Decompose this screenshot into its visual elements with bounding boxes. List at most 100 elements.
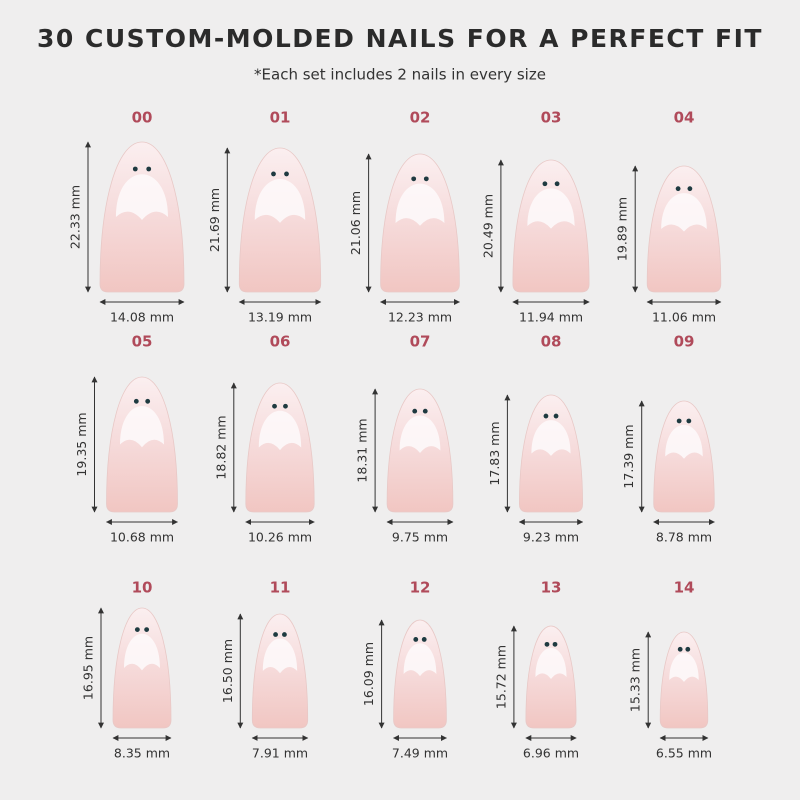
height-label: 19.35 mm — [74, 412, 89, 476]
size-label: 07 — [410, 333, 431, 351]
nail-item: 11 16.50 mm 7.91 mm — [220, 579, 309, 761]
size-label: 14 — [674, 579, 695, 597]
nail-item: 04 19.89 mm 11.06 mm — [615, 109, 722, 325]
width-label: 9.23 mm — [523, 530, 579, 545]
size-label: 09 — [674, 333, 695, 351]
ghost-eye — [685, 646, 691, 652]
width-label: 7.49 mm — [392, 746, 448, 761]
height-label: 16.09 mm — [361, 642, 376, 706]
width-label: 11.06 mm — [652, 310, 716, 325]
ghost-eye — [544, 641, 550, 647]
ghost-eye — [553, 413, 559, 419]
height-label: 15.72 mm — [493, 645, 508, 709]
ghost-eye — [271, 171, 276, 177]
width-label: 10.26 mm — [248, 530, 312, 545]
width-label: 10.68 mm — [110, 530, 174, 545]
nail-item: 13 15.72 mm 6.96 mm — [493, 579, 579, 761]
ghost-eye — [686, 418, 692, 424]
nail-item: 00 22.33 mm 14.08 mm — [68, 109, 185, 325]
height-label: 21.06 mm — [348, 191, 363, 255]
width-label: 9.75 mm — [392, 530, 448, 545]
nail-item: 14 15.33 mm 6.55 mm — [628, 579, 712, 761]
size-label: 08 — [541, 333, 562, 351]
ghost — [124, 633, 160, 671]
ghost-eye — [687, 186, 693, 192]
title: 30 CUSTOM-MOLDED NAILS FOR A PERFECT FIT — [37, 24, 763, 53]
nail-item: 10 16.95 mm 8.35 mm — [81, 579, 172, 761]
size-label: 00 — [132, 109, 153, 127]
ghost-eye — [134, 627, 140, 632]
size-label: 12 — [410, 579, 431, 597]
ghost-eye — [421, 637, 427, 642]
size-label: 04 — [674, 109, 695, 127]
width-label: 7.91 mm — [252, 746, 308, 761]
ghost — [262, 638, 298, 674]
height-label: 22.33 mm — [68, 185, 83, 249]
width-label: 14.08 mm — [110, 310, 174, 325]
size-label: 02 — [410, 109, 431, 127]
height-label: 18.31 mm — [355, 418, 370, 482]
ghost-eye — [554, 181, 560, 187]
ghost-eye — [144, 627, 150, 632]
nail-item: 12 16.09 mm 7.49 mm — [361, 579, 448, 761]
nail-item: 09 17.39 mm 8.78 mm — [621, 333, 715, 545]
size-label: 06 — [270, 333, 291, 351]
ghost-eye — [411, 176, 417, 182]
nail-item: 02 21.06 mm 12.23 mm — [348, 109, 460, 325]
width-label: 6.55 mm — [656, 746, 712, 761]
ghost-eye — [543, 413, 549, 419]
ghost-eye — [412, 408, 418, 414]
ghost-eye — [413, 637, 419, 642]
ghost — [527, 188, 575, 229]
ghost-eye — [273, 632, 278, 637]
width-label: 11.94 mm — [519, 310, 583, 325]
width-label: 8.78 mm — [656, 530, 712, 545]
subtitle: *Each set includes 2 nails in every size — [254, 66, 546, 84]
ghost-eye — [422, 408, 428, 414]
ghost — [395, 183, 445, 226]
ghost-eye — [283, 403, 288, 409]
ghost — [119, 406, 165, 448]
ghost-eye — [423, 176, 429, 182]
height-label: 16.95 mm — [81, 636, 96, 700]
size-label: 01 — [270, 109, 291, 127]
nail-item: 07 18.31 mm 9.75 mm — [355, 333, 454, 545]
ghost-eye — [133, 398, 139, 404]
height-label: 18.82 mm — [213, 415, 228, 479]
ghost — [531, 420, 571, 456]
size-label: 03 — [541, 109, 562, 127]
size-label: 10 — [132, 579, 153, 597]
width-label: 6.96 mm — [523, 746, 579, 761]
nail-item: 08 17.83 mm 9.23 mm — [487, 333, 584, 545]
ghost — [661, 193, 707, 232]
height-label: 16.50 mm — [220, 639, 235, 703]
size-label: 05 — [132, 333, 153, 351]
height-label: 17.39 mm — [621, 424, 636, 488]
ghost-eye — [676, 418, 682, 424]
ghost — [669, 652, 699, 682]
nail-item: 01 21.69 mm 13.19 mm — [207, 109, 322, 325]
ghost — [254, 178, 306, 223]
height-label: 15.33 mm — [628, 648, 643, 712]
ghost-eye — [132, 166, 138, 172]
ghost-eye — [282, 632, 287, 637]
ghost — [115, 174, 169, 220]
ghost — [258, 410, 302, 451]
ghost-eye — [272, 403, 277, 409]
ghost-eye — [675, 186, 681, 192]
ghost-eye — [284, 171, 289, 177]
ghost-eye — [552, 641, 558, 647]
height-label: 21.69 mm — [207, 188, 222, 252]
ghost-eye — [146, 166, 152, 172]
ghost — [399, 415, 441, 453]
width-label: 13.19 mm — [248, 310, 312, 325]
ghost — [665, 424, 703, 459]
width-label: 12.23 mm — [388, 310, 452, 325]
ghost-eye — [542, 181, 548, 187]
size-label: 13 — [541, 579, 562, 597]
height-label: 20.49 mm — [480, 194, 495, 258]
ghost-eye — [145, 398, 151, 404]
ghost-eye — [677, 646, 683, 652]
ghost — [403, 643, 437, 677]
